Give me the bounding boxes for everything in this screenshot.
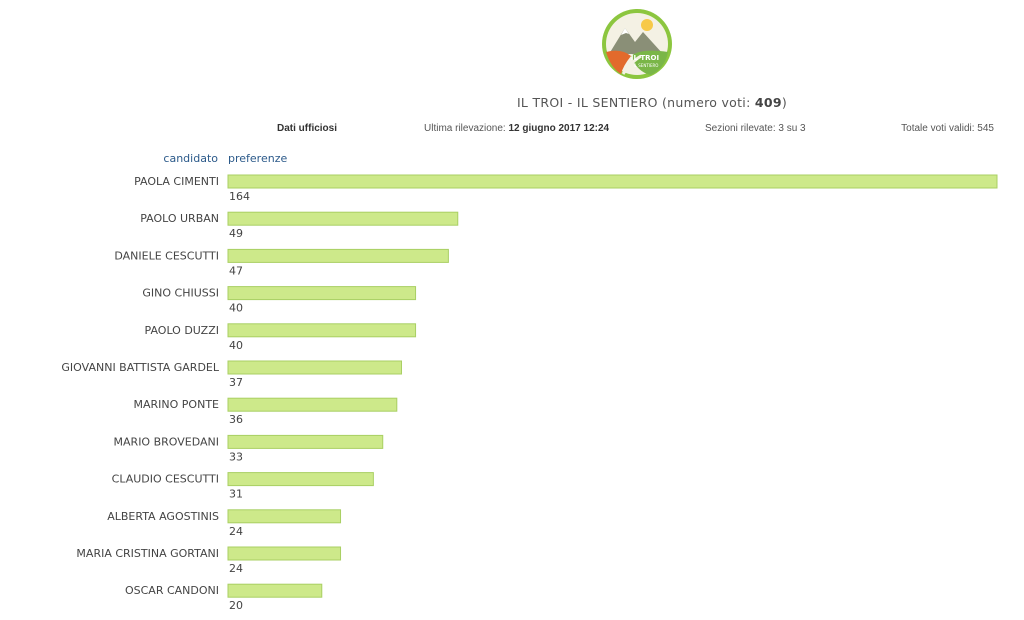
preference-bar [227, 211, 459, 226]
svg-text:IL TROI: IL TROI [631, 54, 659, 62]
title-votes: 409 [754, 95, 782, 110]
preference-value: 20 [229, 599, 243, 612]
column-header-preferenze: preferenze [228, 152, 288, 165]
preference-bar [227, 248, 449, 263]
totale-voti-validi: Totale voti validi: 545 [901, 123, 994, 134]
svg-text:IL SENTIERO: IL SENTIERO [634, 63, 659, 68]
ultima-value: 12 giugno 2017 12:24 [508, 123, 610, 134]
candidate-name: MARIA CRISTINA GORTANI [76, 547, 219, 560]
preference-value: 31 [229, 488, 243, 501]
preference-bar [227, 472, 374, 487]
preference-bar [227, 546, 342, 561]
page-title: IL TROI - IL SENTIERO (numero voti: 409) [0, 95, 1024, 110]
candidate-name: MARINO PONTE [134, 398, 220, 411]
preference-value: 33 [229, 450, 243, 463]
preference-bar [227, 360, 402, 375]
candidate-name: CLAUDIO CESCUTTI [112, 473, 219, 486]
party-logo: IL TROI IL SENTIERO [602, 9, 672, 79]
title-prefix: IL TROI - IL SENTIERO (numero voti: [516, 95, 755, 110]
ultima-label: Ultima rilevazione: [424, 123, 509, 134]
candidate-name: DANIELE CESCUTTI [114, 249, 219, 262]
candidate-name: MARIO BROVEDANI [114, 435, 219, 448]
preference-bar [227, 323, 417, 338]
preference-value: 37 [229, 376, 243, 389]
preference-bar [227, 174, 998, 189]
preference-bar [227, 434, 384, 449]
title-suffix: ) [781, 95, 788, 110]
candidate-name: OSCAR CANDONI [125, 584, 219, 597]
preference-bar [227, 286, 417, 301]
preference-value: 40 [229, 339, 243, 352]
candidate-name: PAOLO URBAN [140, 212, 219, 225]
candidate-name: ALBERTA AGOSTINIS [107, 510, 219, 523]
candidate-name: PAOLA CIMENTI [134, 175, 219, 188]
sezioni-rilevate: Sezioni rilevate: 3 su 3 [705, 123, 806, 134]
candidate-name: GIOVANNI BATTISTA GARDEL [61, 361, 219, 374]
preference-value: 164 [229, 190, 250, 203]
preference-value: 49 [229, 227, 243, 240]
preference-value: 47 [229, 264, 243, 277]
preference-value: 24 [229, 562, 243, 575]
preference-bar [227, 397, 398, 412]
preference-value: 24 [229, 525, 243, 538]
preference-value: 40 [229, 302, 243, 315]
column-header-candidato: candidato [163, 152, 218, 165]
preference-value: 36 [229, 413, 243, 426]
ultima-rilevazione: Ultima rilevazione: 12 giugno 2017 12:24 [424, 123, 609, 134]
preference-bar [227, 583, 323, 598]
candidate-name: PAOLO DUZZI [145, 324, 219, 337]
candidate-name: GINO CHIUSSI [142, 287, 219, 300]
dati-ufficiosi-label: Dati ufficiosi [277, 123, 338, 134]
preference-bar [227, 509, 342, 524]
